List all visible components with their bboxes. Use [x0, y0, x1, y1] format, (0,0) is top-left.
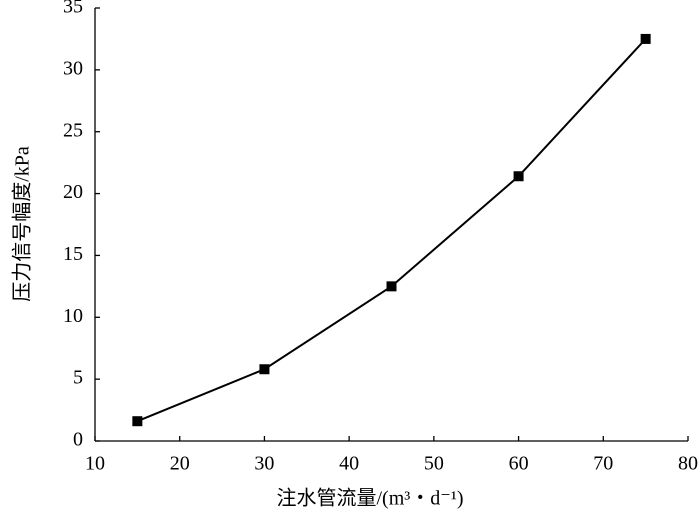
marker	[132, 416, 143, 427]
x-tick-label: 60	[509, 453, 529, 475]
x-tick-label: 30	[254, 453, 274, 475]
x-tick-label: 80	[678, 453, 698, 475]
y-tick-label: 10	[63, 305, 83, 327]
marker	[640, 33, 651, 44]
y-tick-label: 0	[73, 429, 83, 451]
y-axis-label: 压力信号幅度/kPa	[11, 146, 34, 302]
x-axis-label: 注水管流量/(m³・d⁻¹)	[277, 487, 464, 510]
y-tick-label: 30	[63, 57, 83, 79]
y-tick-label: 20	[63, 181, 83, 203]
y-tick-label: 25	[63, 119, 83, 141]
y-tick-label: 15	[63, 243, 83, 265]
marker	[259, 364, 270, 375]
data-line	[136, 38, 647, 423]
x-tick-label: 50	[424, 453, 444, 475]
y-tick-label: 5	[73, 367, 83, 389]
marker	[386, 281, 397, 292]
y-tick-label: 35	[63, 0, 83, 18]
marker	[513, 171, 524, 182]
x-tick-label: 40	[339, 453, 359, 475]
x-tick-label: 20	[170, 453, 190, 475]
x-tick-label: 70	[593, 453, 613, 475]
x-tick-label: 10	[85, 453, 105, 475]
